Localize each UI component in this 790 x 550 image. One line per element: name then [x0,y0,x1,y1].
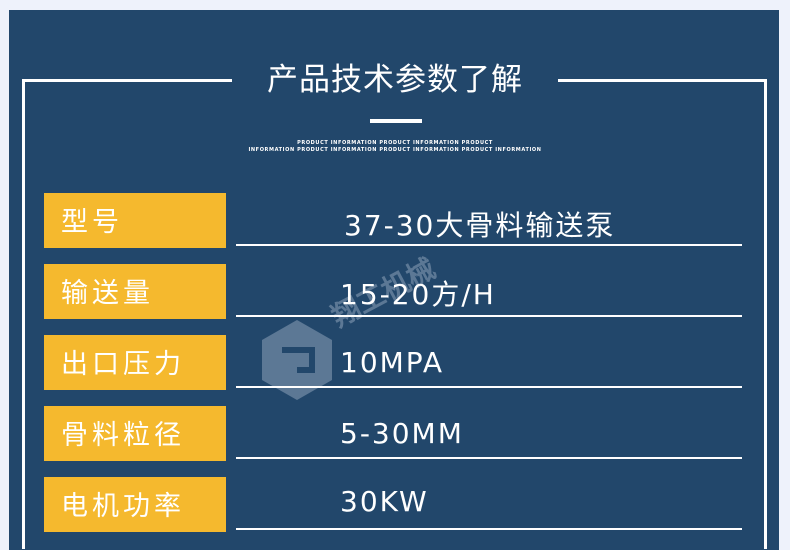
spec-label: 电机功率 [44,477,226,532]
logo-icon [262,320,332,400]
spec-value: 10MPA [340,346,445,379]
subtitle-line-1: PRODUCT INFORMATION PRODUCT INFORMATION … [297,140,493,146]
row-divider [236,528,742,530]
frame-line-right [558,79,767,82]
spec-label: 出口压力 [44,335,226,390]
spec-label: 输送量 [44,264,226,319]
frame-side-right [764,79,767,549]
page-title: 产品技术参数了解 [267,62,523,98]
row-divider [236,244,742,246]
row-divider [236,457,742,459]
row-divider [236,386,742,388]
spec-label: 骨料粒径 [44,406,226,461]
title-underline [370,119,422,123]
subtitle-line-2: INFORMATION PRODUCT INFORMATION PRODUCT … [248,147,542,153]
row-divider [236,315,742,317]
spec-value: 30KW [340,485,429,518]
frame-side-left [22,79,25,549]
spec-value: 5-30MM [340,417,464,450]
spec-value: 37-30大骨料输送泵 [344,209,616,242]
spec-label: 型号 [44,193,226,248]
spec-value: 15-20方/H [340,278,496,311]
frame-line-left [22,79,232,82]
